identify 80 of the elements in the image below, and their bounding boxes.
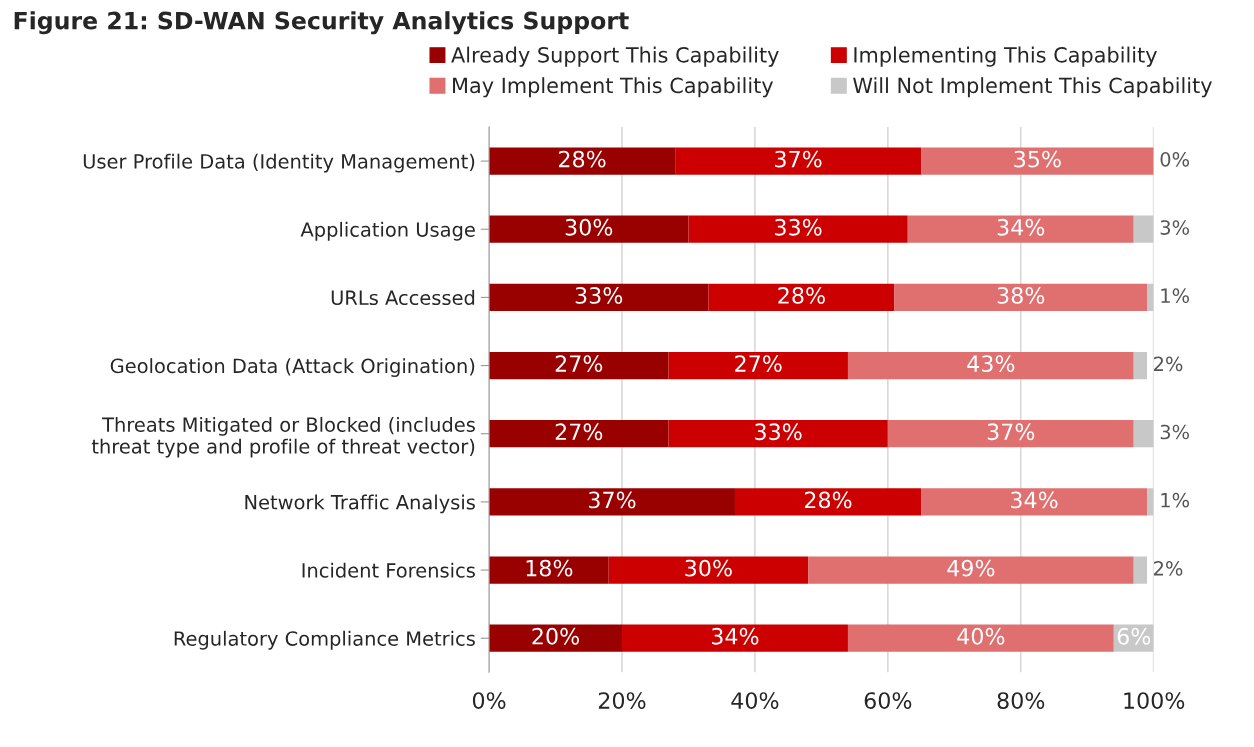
bar — [734, 488, 922, 516]
bar — [1133, 556, 1148, 584]
bar — [1147, 488, 1154, 516]
y-tick-label: Network Traffic Analysis — [245, 494, 475, 514]
x-tick-label: 20% — [598, 692, 646, 709]
bar — [489, 624, 622, 652]
x-tick-label: 60% — [864, 692, 912, 709]
data-label: 28% — [778, 287, 825, 304]
data-label: 33% — [775, 218, 822, 236]
x-tick-label: 80% — [997, 692, 1045, 709]
data-label: 3% — [1160, 220, 1190, 235]
data-label: 37% — [775, 150, 822, 168]
y-tick-label: Incident Forensics — [302, 562, 475, 578]
bar — [907, 215, 1134, 243]
y-tick-label: URLs Accessed — [331, 290, 475, 306]
bar — [489, 420, 669, 448]
data-label: 20% — [532, 627, 579, 645]
legend-label: Implementing This Capability — [854, 46, 1157, 67]
data-label: 27% — [555, 423, 603, 441]
bar — [887, 420, 1134, 448]
y-tick-label: Geolocation Data (Attack Origination) — [110, 358, 475, 377]
bar — [621, 624, 848, 652]
data-label: 40% — [957, 627, 1005, 645]
bar — [1133, 420, 1154, 448]
bar — [894, 283, 1148, 312]
bar — [675, 147, 922, 175]
bar — [847, 351, 1134, 380]
bar — [1147, 283, 1154, 312]
data-label: 35% — [1014, 150, 1061, 168]
chart-title: Figure 21: SD-WAN Security Analytics Support — [14, 11, 629, 35]
data-label: 33% — [755, 423, 802, 441]
x-tick-label: 40% — [731, 692, 779, 709]
data-label: 0% — [1160, 152, 1190, 167]
data-label: 30% — [565, 218, 613, 236]
y-tick-label: Application Usage — [300, 221, 475, 241]
data-label: 34% — [711, 627, 759, 645]
data-label: 43% — [967, 355, 1015, 373]
data-label: 33% — [575, 287, 623, 304]
data-label: 2% — [1154, 356, 1183, 372]
bar — [489, 283, 709, 312]
data-label: 34% — [997, 218, 1045, 236]
data-label: 30% — [685, 559, 732, 577]
bar — [847, 624, 1114, 652]
bar — [688, 215, 908, 243]
data-label: 37% — [987, 423, 1035, 441]
bar — [1133, 351, 1148, 380]
x-tick-label: 100% — [1124, 692, 1185, 709]
data-label: 27% — [735, 355, 782, 373]
bar — [489, 351, 669, 380]
y-tick-label: Regulatory Compliance Metrics — [174, 630, 475, 650]
y-tick-label: Threats Mitigated or Blocked (includes threat type and profile of threat vector) — [91, 416, 475, 458]
data-label: 1% — [1161, 492, 1190, 508]
bar — [921, 488, 1148, 516]
data-label: 3% — [1160, 424, 1190, 440]
legend-label: Will Not Implement This Capability — [853, 77, 1212, 98]
x-tick-label: 0% — [472, 692, 506, 709]
bar — [708, 283, 895, 312]
y-tick-label: User Profile Data (Identity Management) — [83, 153, 475, 173]
bar — [921, 147, 1154, 175]
data-label: 38% — [997, 287, 1045, 304]
bar — [489, 147, 676, 175]
legend-label: Already Support This Capability — [451, 46, 779, 67]
data-label: 1% — [1161, 288, 1190, 304]
data-label: 2% — [1154, 560, 1183, 576]
bar — [808, 556, 1134, 584]
data-label: 37% — [589, 491, 636, 509]
bar — [608, 556, 809, 584]
data-label: 28% — [559, 150, 606, 168]
data-label: 34% — [1011, 491, 1058, 509]
bar — [489, 215, 689, 243]
data-label: 18% — [526, 559, 573, 577]
data-label: 27% — [555, 355, 603, 373]
data-label: 49% — [947, 559, 995, 577]
bar — [489, 556, 609, 584]
bar — [668, 420, 888, 448]
legend-label: May Implement This Capability — [453, 77, 774, 98]
bar — [1133, 215, 1154, 243]
bar — [489, 488, 735, 516]
data-label: 28% — [804, 491, 852, 509]
bar — [668, 351, 848, 380]
